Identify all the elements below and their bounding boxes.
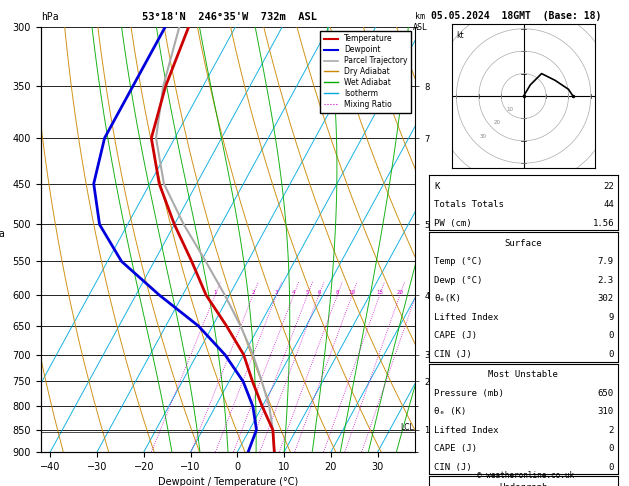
Text: 0: 0 bbox=[608, 331, 614, 340]
Text: K: K bbox=[434, 182, 440, 191]
Text: Lifted Index: Lifted Index bbox=[434, 426, 499, 434]
Text: 44: 44 bbox=[603, 200, 614, 209]
Text: 0: 0 bbox=[608, 444, 614, 453]
Text: 20: 20 bbox=[396, 290, 403, 295]
Text: 302: 302 bbox=[598, 295, 614, 303]
Text: Totals Totals: Totals Totals bbox=[434, 200, 504, 209]
Text: PW (cm): PW (cm) bbox=[434, 219, 472, 227]
Text: CIN (J): CIN (J) bbox=[434, 350, 472, 359]
Text: 53°18'N  246°35'W  732m  ASL: 53°18'N 246°35'W 732m ASL bbox=[142, 12, 317, 22]
Text: Temp (°C): Temp (°C) bbox=[434, 258, 482, 266]
Text: 30: 30 bbox=[480, 134, 487, 139]
Text: 10: 10 bbox=[348, 290, 355, 295]
Text: 310: 310 bbox=[598, 407, 614, 416]
Text: 2: 2 bbox=[608, 426, 614, 434]
Text: 4: 4 bbox=[292, 290, 296, 295]
Text: 22: 22 bbox=[603, 182, 614, 191]
Text: 20: 20 bbox=[493, 121, 500, 125]
Text: LCL: LCL bbox=[400, 423, 414, 432]
Text: CIN (J): CIN (J) bbox=[434, 463, 472, 471]
Text: © weatheronline.co.uk: © weatheronline.co.uk bbox=[477, 471, 574, 480]
Y-axis label: hPa: hPa bbox=[0, 229, 5, 239]
Text: Surface: Surface bbox=[504, 239, 542, 248]
Text: km
ASL: km ASL bbox=[413, 12, 428, 32]
Text: Dewp (°C): Dewp (°C) bbox=[434, 276, 482, 285]
Text: 05.05.2024  18GMT  (Base: 18): 05.05.2024 18GMT (Base: 18) bbox=[431, 11, 601, 21]
Text: 9: 9 bbox=[608, 313, 614, 322]
Text: θₑ(K): θₑ(K) bbox=[434, 295, 461, 303]
Text: 10: 10 bbox=[507, 107, 514, 112]
Text: 2: 2 bbox=[252, 290, 255, 295]
Text: 15: 15 bbox=[376, 290, 383, 295]
Text: 5: 5 bbox=[306, 290, 309, 295]
Text: CAPE (J): CAPE (J) bbox=[434, 444, 477, 453]
Text: 8: 8 bbox=[336, 290, 339, 295]
Text: 3: 3 bbox=[275, 290, 278, 295]
Text: 2.3: 2.3 bbox=[598, 276, 614, 285]
Text: θₑ (K): θₑ (K) bbox=[434, 407, 466, 416]
Text: Lifted Index: Lifted Index bbox=[434, 313, 499, 322]
Text: 1: 1 bbox=[213, 290, 217, 295]
Text: 1.56: 1.56 bbox=[593, 219, 614, 227]
Text: CAPE (J): CAPE (J) bbox=[434, 331, 477, 340]
Legend: Temperature, Dewpoint, Parcel Trajectory, Dry Adiabat, Wet Adiabat, Isotherm, Mi: Temperature, Dewpoint, Parcel Trajectory… bbox=[320, 31, 411, 113]
Text: 0: 0 bbox=[608, 463, 614, 471]
Text: Pressure (mb): Pressure (mb) bbox=[434, 389, 504, 398]
Text: 650: 650 bbox=[598, 389, 614, 398]
Text: Hodograph: Hodograph bbox=[499, 483, 547, 486]
Text: hPa: hPa bbox=[41, 12, 58, 22]
Text: kt: kt bbox=[457, 31, 464, 40]
X-axis label: Dewpoint / Temperature (°C): Dewpoint / Temperature (°C) bbox=[158, 477, 298, 486]
Text: 0: 0 bbox=[608, 350, 614, 359]
Text: 7.9: 7.9 bbox=[598, 258, 614, 266]
Text: Most Unstable: Most Unstable bbox=[488, 370, 559, 379]
Text: 6: 6 bbox=[317, 290, 321, 295]
